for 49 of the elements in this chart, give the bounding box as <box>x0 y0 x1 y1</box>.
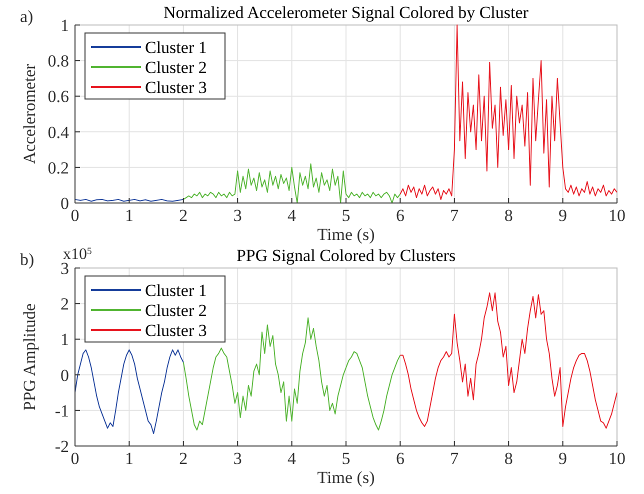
x-tick-label: 5 <box>342 449 350 468</box>
x-tick-label: 3 <box>233 449 242 468</box>
x-tick-label: 6 <box>396 449 404 468</box>
y-tick-label: 0.2 <box>48 158 69 178</box>
x-tick-label: 10 <box>608 449 626 468</box>
x-tick-label: 5 <box>342 206 350 225</box>
x-tick-label: 9 <box>558 449 568 468</box>
x-tick-label: 4 <box>288 206 297 225</box>
y-tick-label: 0 <box>60 366 69 385</box>
line-series <box>74 349 184 434</box>
legend-label: Cluster 3 <box>145 321 207 340</box>
y-tick-label: -1 <box>54 401 69 420</box>
legend-label: Cluster 1 <box>145 281 207 300</box>
x-tick-label: 8 <box>504 449 513 468</box>
line-series <box>182 163 401 204</box>
chart-title: Normalized Accelerometer Signal Colored by Cluster <box>164 3 529 22</box>
x-tick-label: 7 <box>450 449 460 468</box>
text: b) <box>20 250 34 269</box>
y-tick-label: 0 <box>60 194 69 213</box>
x-tick-label: 1 <box>124 449 134 468</box>
y-tick-label: 1 <box>60 16 69 35</box>
x-tick-label: 4 <box>288 449 297 468</box>
x-tick-label: 7 <box>450 206 460 225</box>
legend-label: Cluster 1 <box>145 38 207 57</box>
x-tick-label: 2 <box>179 206 188 225</box>
legend-label: Cluster 2 <box>145 301 207 320</box>
legend-label: Cluster 3 <box>145 78 207 97</box>
y-tick-label: 0.8 <box>48 52 69 71</box>
x-tick-label: 6 <box>396 206 404 225</box>
x-tick-label: 2 <box>179 449 188 468</box>
x-axis-title: Time (s) <box>317 468 375 487</box>
y-tick-label: 2 <box>60 294 69 314</box>
chart-title: PPG Signal Colored by Clusters <box>236 246 456 265</box>
text: a) <box>20 7 34 26</box>
y-tick-label: 0.4 <box>48 122 70 142</box>
x-tick-label: 9 <box>558 206 568 225</box>
x-axis-title: Time (s) <box>317 225 375 244</box>
line-series <box>400 24 618 200</box>
y-tick-label: 1 <box>60 330 69 350</box>
legend-label: Cluster 2 <box>145 58 207 77</box>
x-tick-label: 8 <box>504 206 513 225</box>
y-axis-title: Accelerometer <box>20 64 39 164</box>
x-tick-label: 3 <box>233 206 242 225</box>
y-tick-label: -2 <box>54 437 69 456</box>
y-axis-title: PPG Amplitude <box>20 303 39 411</box>
x-tick-label: 10 <box>608 206 626 225</box>
line-series <box>400 292 618 429</box>
y-tick-label: 0.6 <box>48 87 69 106</box>
x-tick-label: 1 <box>124 206 134 225</box>
